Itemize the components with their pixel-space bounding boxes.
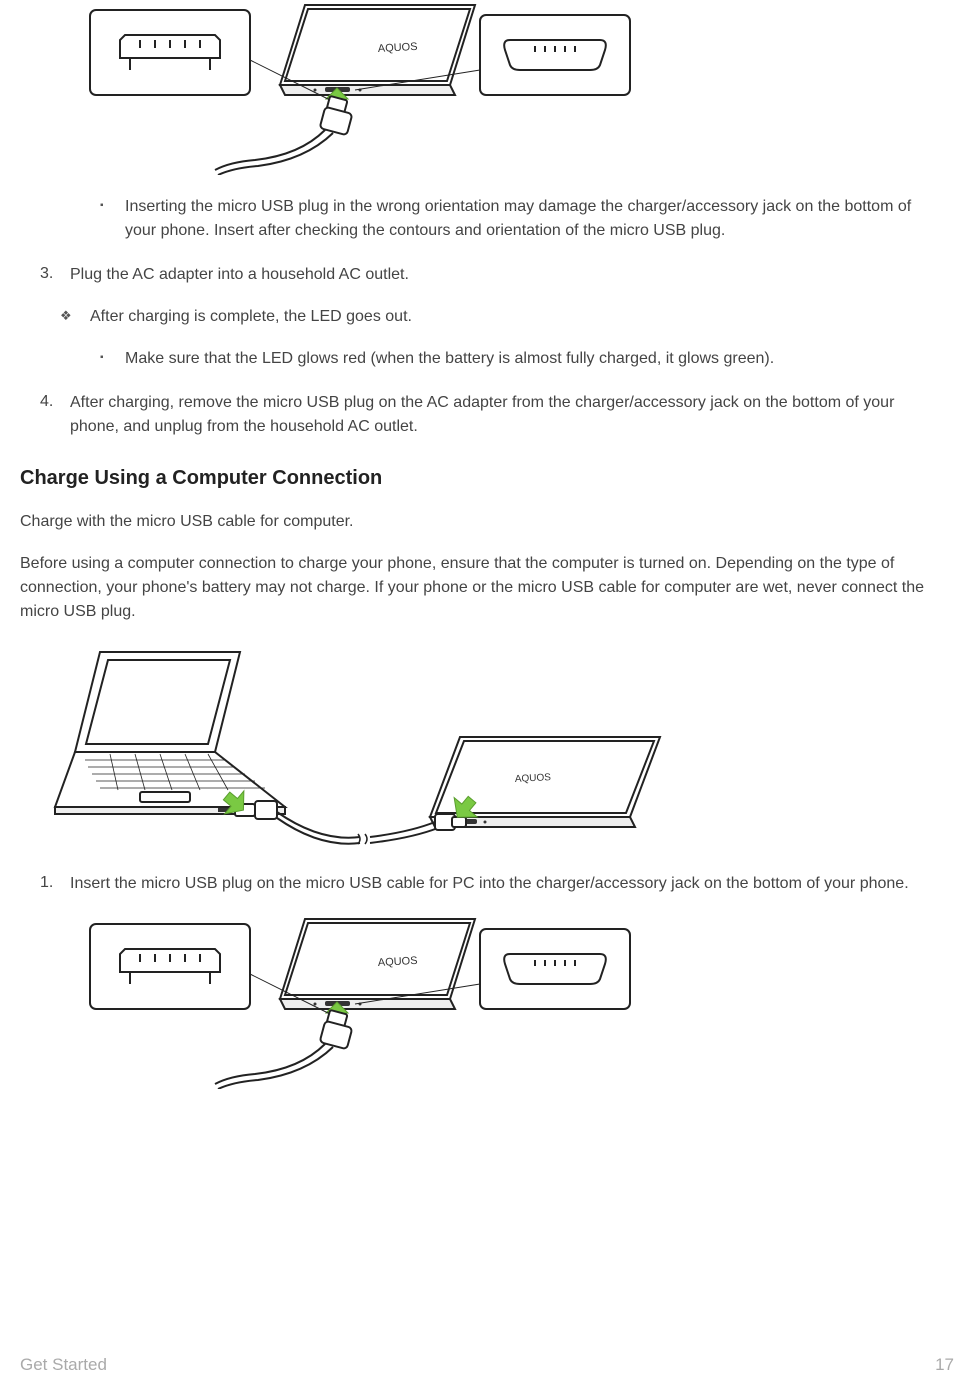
- step-1-pc: 1. Insert the micro USB plug on the micr…: [40, 872, 954, 896]
- bullet-led-glows-red: ▪ Make sure that the LED glows red (when…: [100, 347, 954, 371]
- step-number: 1.: [40, 872, 70, 896]
- square-bullet-icon: ▪: [100, 195, 125, 243]
- bullet-usb-orientation-warning: ▪ Inserting the micro USB plug in the wr…: [100, 195, 954, 243]
- heading-charge-computer: Charge Using a Computer Connection: [20, 464, 954, 492]
- page-footer: Get Started 17: [20, 1353, 954, 1377]
- usb-closeup-diagram-top: AQUOS: [80, 0, 954, 175]
- square-bullet-icon: ▪: [100, 347, 125, 371]
- bullet-text: Make sure that the LED glows red (when t…: [125, 347, 944, 371]
- step-text: After charging, remove the micro USB plu…: [70, 391, 954, 439]
- phone-label-text: AQUOS: [378, 41, 418, 55]
- laptop-phone-diagram: AQUOS: [40, 642, 954, 852]
- step-number: 3.: [40, 263, 70, 287]
- step-number: 4.: [40, 391, 70, 439]
- note-led-goes-out: ❖ After charging is complete, the LED go…: [60, 305, 954, 329]
- bullet-text: Inserting the micro USB plug in the wron…: [125, 195, 944, 243]
- note-text: After charging is complete, the LED goes…: [90, 305, 954, 329]
- svg-text:AQUOS: AQUOS: [515, 772, 552, 785]
- footer-page-number: 17: [935, 1353, 954, 1377]
- step-4: 4. After charging, remove the micro USB …: [40, 391, 954, 439]
- step-text: Insert the micro USB plug on the micro U…: [70, 872, 954, 896]
- step-3: 3. Plug the AC adapter into a household …: [40, 263, 954, 287]
- paragraph-precaution: Before using a computer connection to ch…: [20, 552, 954, 624]
- footer-section: Get Started: [20, 1353, 107, 1377]
- paragraph-intro: Charge with the micro USB cable for comp…: [20, 510, 954, 534]
- step-text: Plug the AC adapter into a household AC …: [70, 263, 954, 287]
- svg-text:AQUOS: AQUOS: [378, 955, 418, 969]
- diamond-bullet-icon: ❖: [60, 305, 90, 329]
- usb-closeup-diagram-bottom: AQUOS: [80, 914, 954, 1089]
